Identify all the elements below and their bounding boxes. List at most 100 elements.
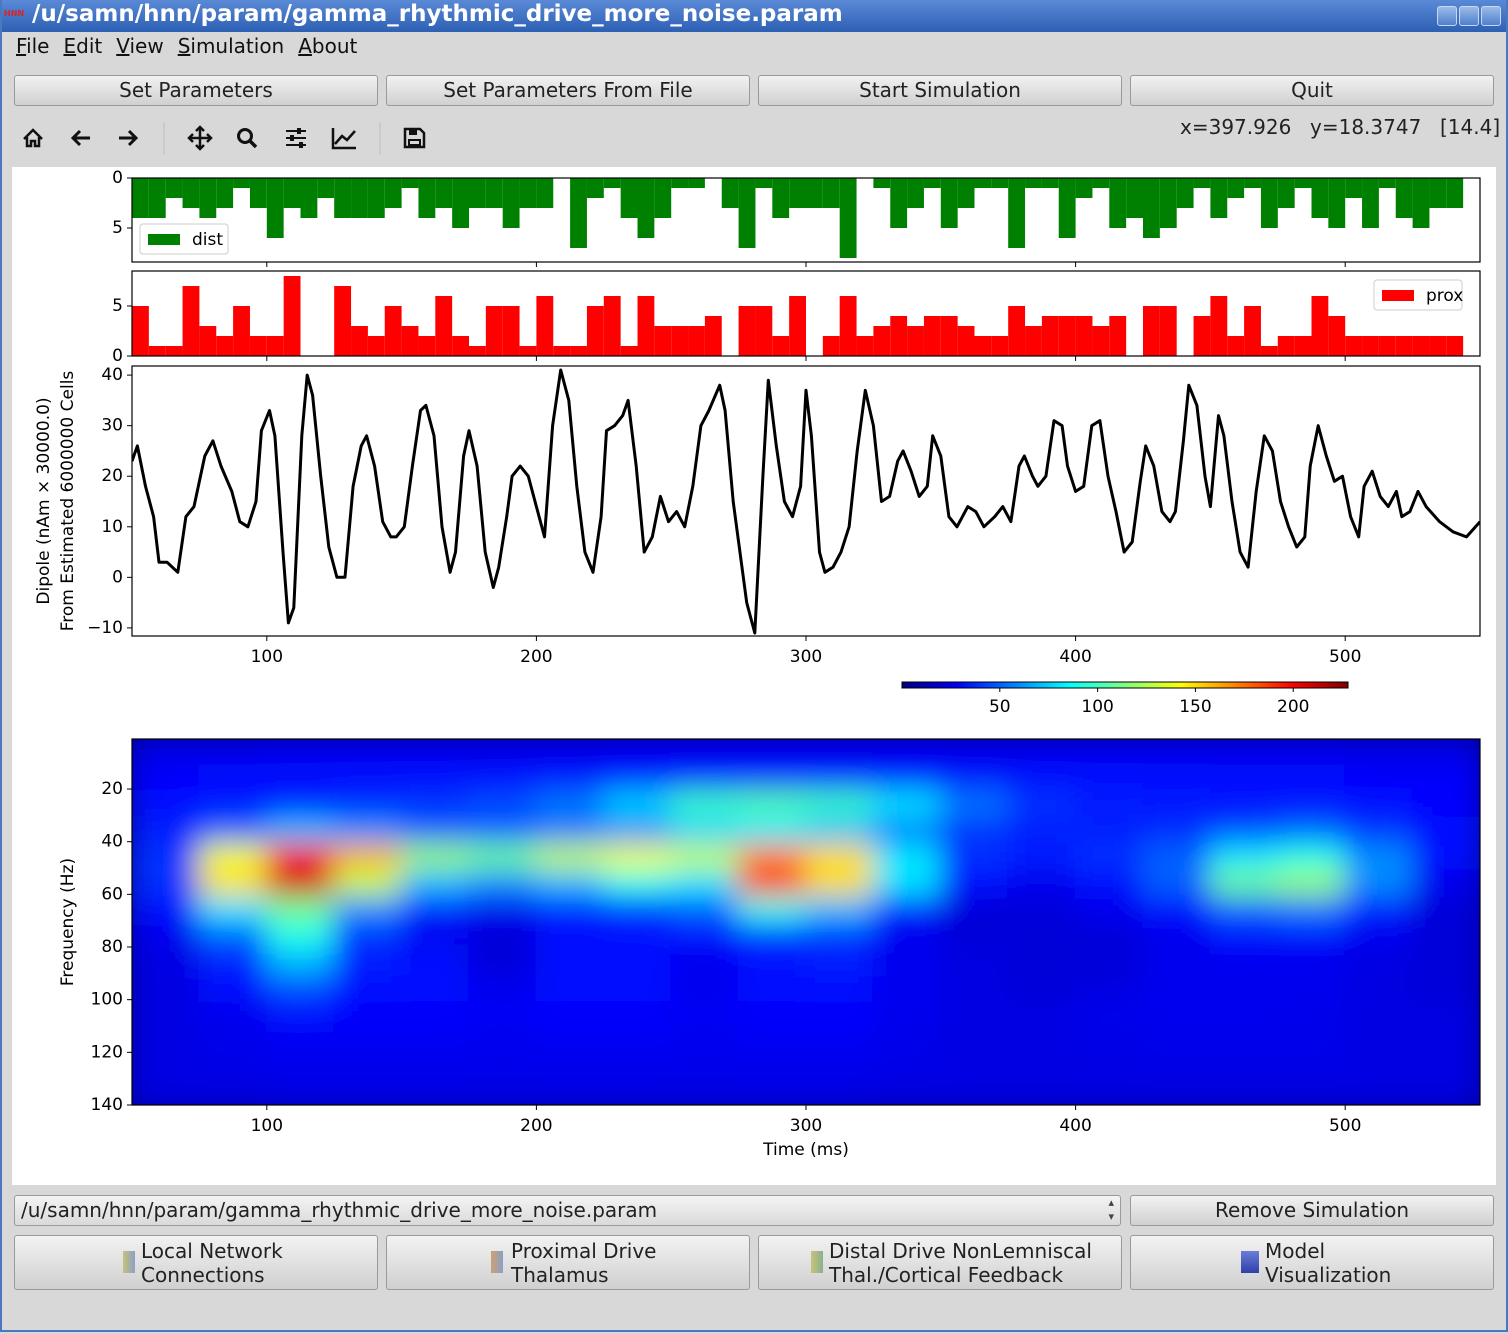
file-select[interactable]: /u/samn/hnn/param/gamma_rhythmic_drive_m… [14, 1195, 1121, 1226]
bar [1378, 178, 1396, 188]
edit-axes-icon[interactable] [331, 128, 356, 150]
y-axis-label: Frequency (Hz) [58, 858, 78, 986]
bar [974, 336, 992, 356]
bar [1109, 178, 1127, 228]
heatmap-cell [132, 843, 201, 872]
heatmap-cell [1209, 790, 1279, 819]
bar [586, 306, 604, 356]
menu-bar: File Edit View Simulation About [16, 34, 371, 58]
button[interactable]: Start Simulation [758, 75, 1122, 106]
maximize-button[interactable] [1459, 6, 1479, 26]
menu-item[interactable]: Simulation [177, 34, 285, 58]
heatmap-cell [1074, 922, 1144, 951]
bar [199, 178, 217, 218]
bar [401, 178, 419, 188]
heatmap-cell [939, 922, 1010, 951]
bar [452, 178, 469, 228]
heatmap-cell [1007, 790, 1077, 819]
pan-icon[interactable] [187, 125, 213, 151]
button[interactable]: Local Network Connections [14, 1235, 378, 1290]
button-icon [1241, 1251, 1259, 1273]
heatmap-cell [872, 895, 942, 925]
heatmap-cell [1074, 1027, 1144, 1056]
colorbar-tick-label: 200 [1277, 697, 1309, 717]
heatmap-cell [1007, 895, 1077, 925]
heatmap-cell [1276, 739, 1347, 767]
bar [570, 178, 587, 248]
bar [233, 178, 250, 188]
menu-item[interactable]: File [16, 34, 50, 58]
close-button[interactable] [1481, 6, 1501, 26]
heatmap-cell [535, 843, 605, 872]
heatmap-cell [805, 739, 875, 767]
heatmap-cell [737, 869, 807, 898]
heatmap-cell [939, 843, 1010, 872]
bar [266, 336, 284, 356]
configure-icon[interactable] [286, 128, 306, 148]
legend-label: dist [192, 230, 223, 250]
minimize-button[interactable] [1437, 6, 1457, 26]
heatmap-cell [198, 764, 268, 793]
bar [367, 336, 385, 356]
menu-item[interactable]: About [298, 34, 358, 58]
heatmap-cell [400, 869, 470, 898]
button[interactable]: Model Visualization [1130, 1235, 1494, 1290]
bar [637, 178, 655, 238]
heatmap-cell [872, 1053, 942, 1083]
bar [1429, 336, 1447, 356]
bar [165, 346, 183, 356]
heatmap-cell [1209, 843, 1279, 872]
bar [654, 178, 672, 218]
button-label: Distal Drive NonLemniscal Thal./Cortical … [829, 1239, 1092, 1287]
heatmap-cell [198, 843, 268, 872]
save-icon[interactable] [403, 127, 426, 149]
heatmap-cell [670, 1001, 740, 1030]
heatmap-cell [872, 790, 942, 819]
bar [233, 306, 250, 356]
menu-item[interactable]: View [116, 34, 164, 58]
bar [873, 178, 891, 188]
back-icon[interactable] [70, 129, 90, 147]
bar [1412, 336, 1430, 356]
menu-item[interactable]: Edit [63, 34, 103, 58]
heatmap-cell [535, 739, 605, 767]
heatmap-cell [198, 1053, 268, 1083]
heatmap-cell [400, 739, 470, 767]
bar [1143, 306, 1160, 356]
button[interactable]: Set Parameters [14, 75, 378, 106]
title-bar: HNN /u/samn/hnn/param/gamma_rhythmic_dri… [0, 0, 1508, 32]
button[interactable]: Proximal Drive Thalamus [386, 1235, 750, 1290]
heatmap-cell [535, 895, 605, 925]
forward-icon[interactable] [119, 129, 139, 147]
bar [1395, 336, 1413, 356]
heatmap-cell [1276, 790, 1347, 819]
bar [351, 326, 368, 356]
heatmap-cell [132, 790, 201, 819]
chart: 0 5 dist [112, 168, 1481, 267]
button[interactable]: Set Parameters From File [386, 75, 750, 106]
heatmap-cell [400, 948, 470, 977]
home-icon[interactable] [23, 128, 43, 148]
heatmap-cell [535, 764, 605, 793]
heatmap-cell [333, 948, 403, 977]
label-line: Thal./Cortical Feedback [829, 1263, 1064, 1287]
cursor-value: [14.4] [1440, 115, 1501, 139]
heatmap-cell [1411, 816, 1480, 846]
bar [839, 178, 857, 258]
button[interactable]: Quit [1130, 75, 1494, 106]
bar [418, 336, 436, 356]
heatmap-cell [1074, 1001, 1144, 1030]
heatmap-cell [1209, 948, 1279, 977]
colorbar-tick-label: 100 [1081, 697, 1113, 717]
bar [957, 326, 975, 356]
heatmap-cell [468, 739, 538, 767]
heatmap-cell [535, 1001, 605, 1030]
heatmap-cell [602, 869, 673, 898]
heatmap-cell [939, 974, 1010, 1004]
zoom-icon[interactable] [237, 128, 258, 149]
bar [856, 336, 874, 356]
button[interactable]: Distal Drive NonLemniscal Thal./Cortical … [758, 1235, 1122, 1290]
heatmap-cell [670, 1080, 740, 1105]
button[interactable]: Remove Simulation [1130, 1195, 1494, 1226]
